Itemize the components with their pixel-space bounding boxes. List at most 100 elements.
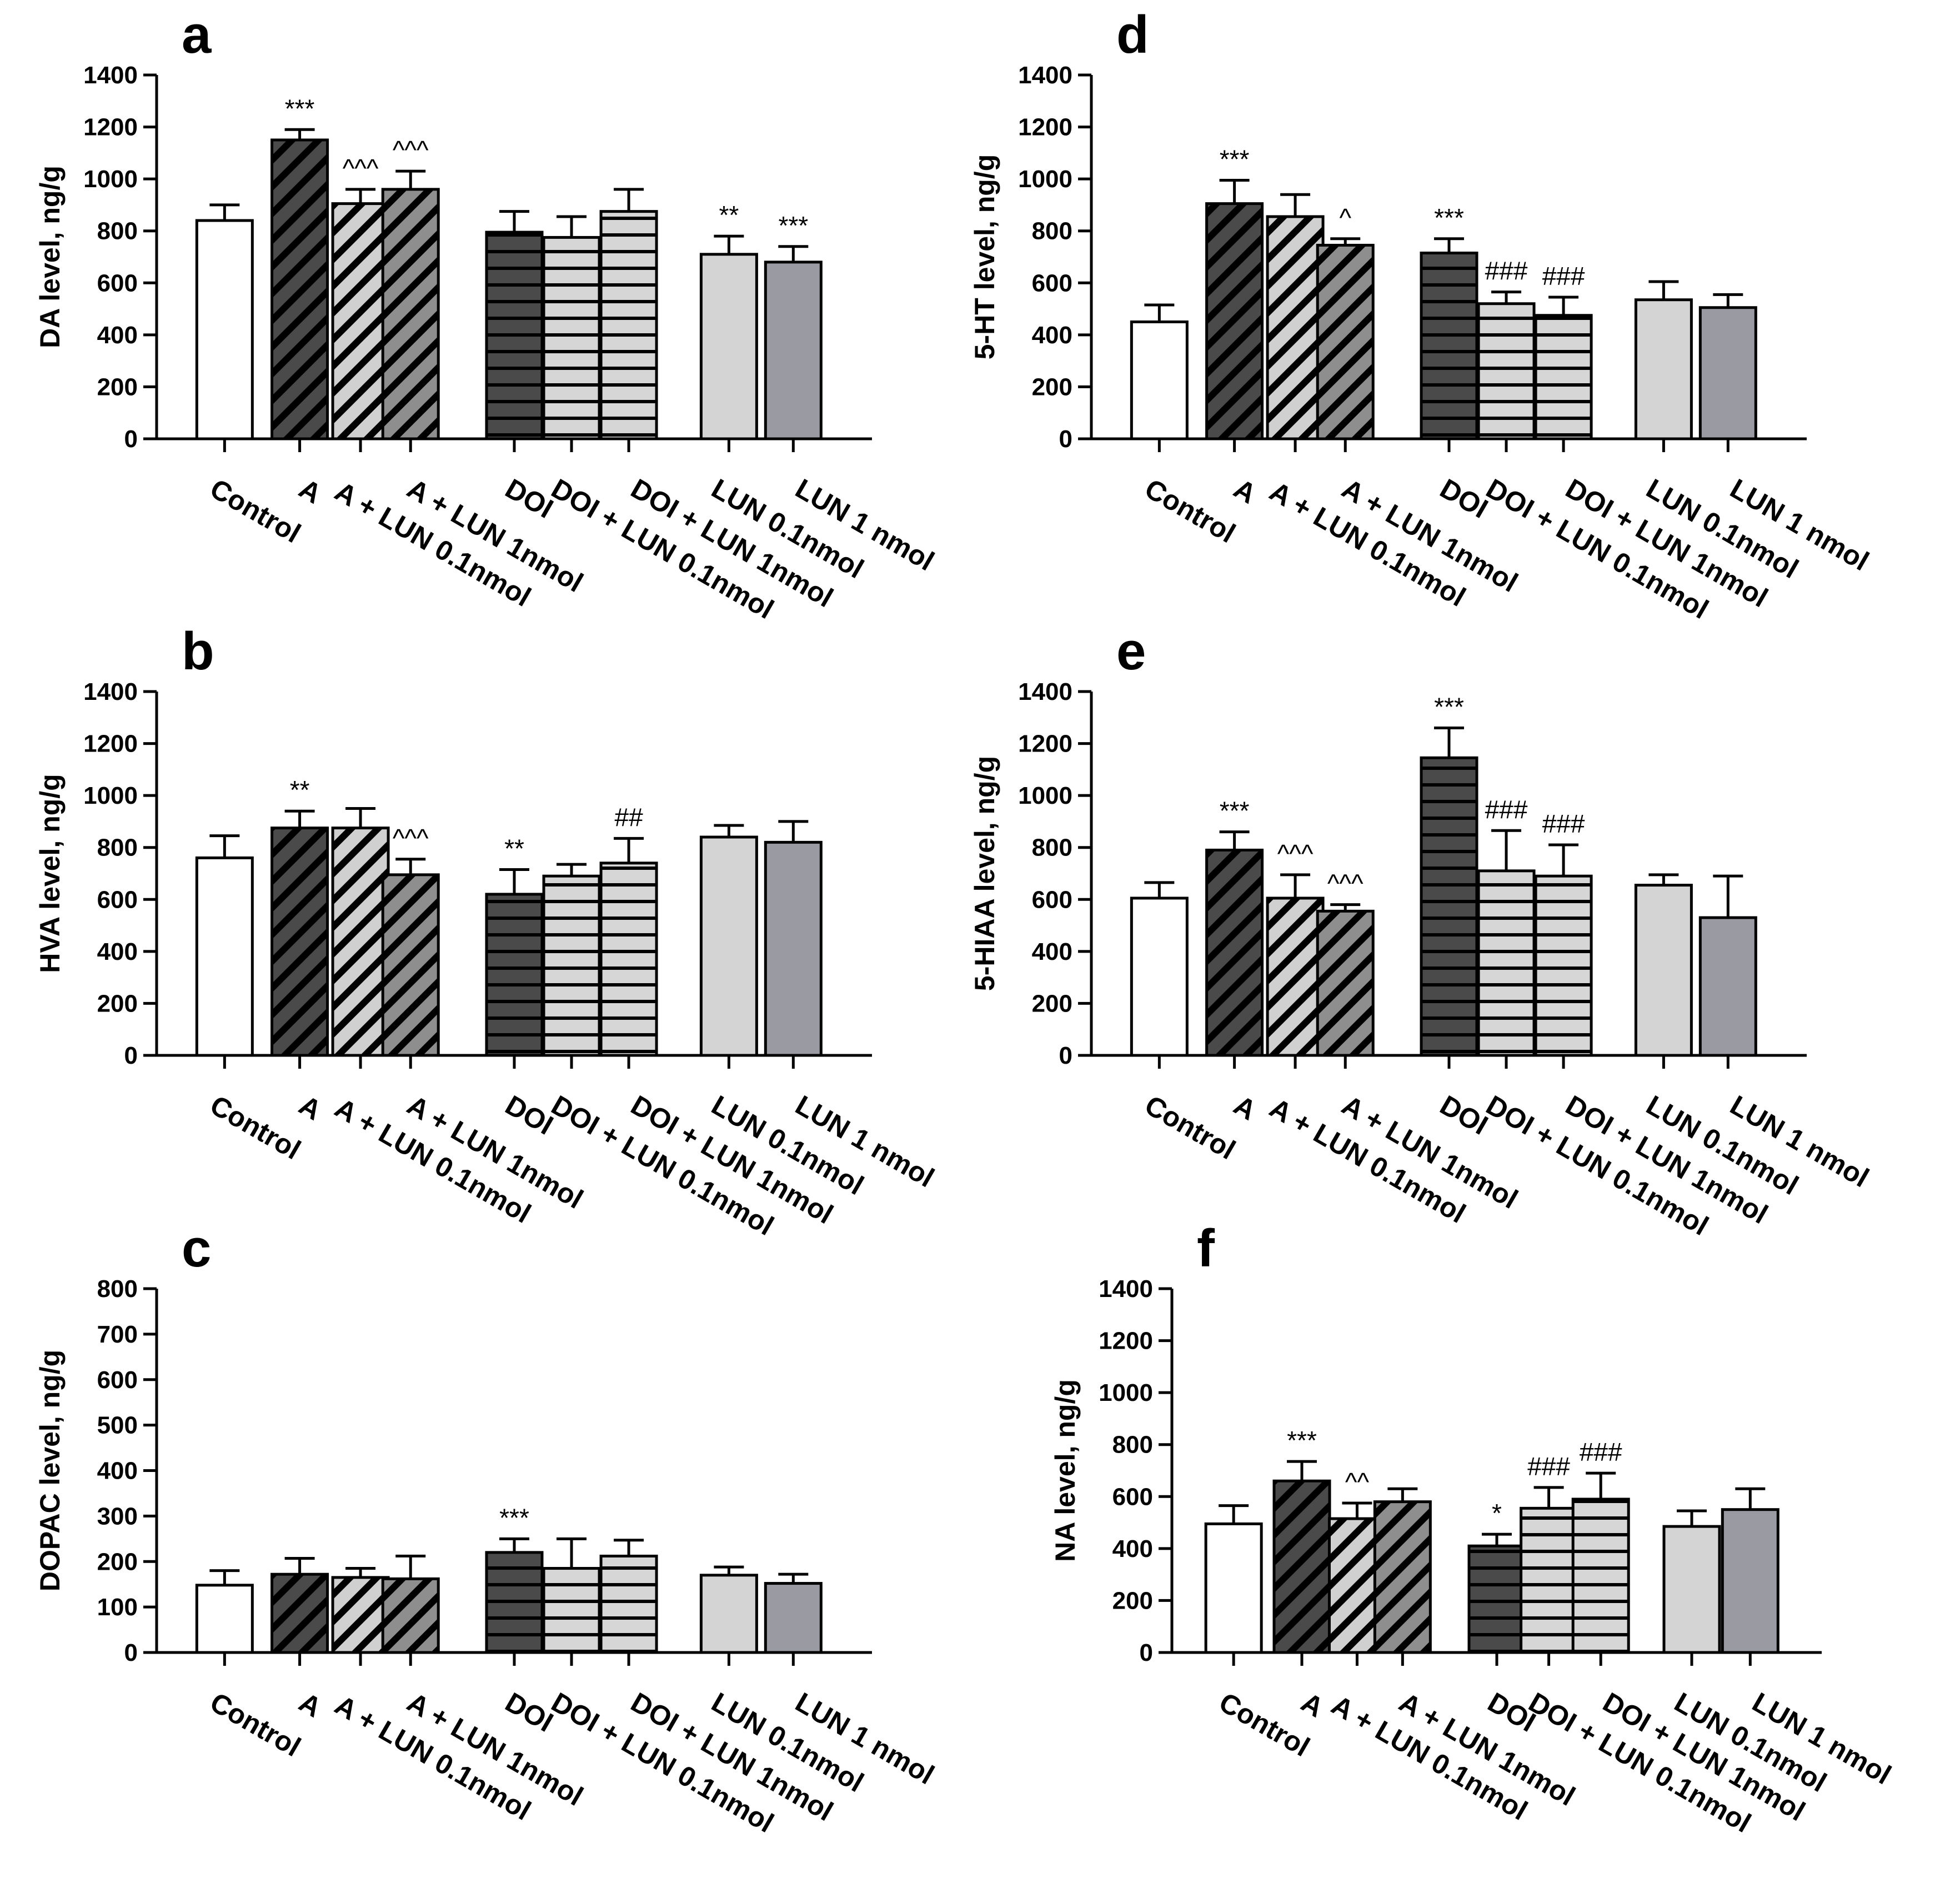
y-tick-label: 200 <box>97 373 138 400</box>
bar-d-6 <box>1534 314 1593 440</box>
bar-c-0 <box>195 1584 254 1654</box>
y-tick-label: 200 <box>1112 1587 1153 1614</box>
y-tick-label: 1400 <box>1099 1275 1153 1303</box>
y-tick-label: 400 <box>97 1458 138 1485</box>
bar-f-6 <box>1571 1498 1630 1654</box>
y-tick-label: 1200 <box>1018 114 1072 141</box>
y-tick-label: 800 <box>97 1275 138 1303</box>
y-tick-label: 1000 <box>1018 782 1072 809</box>
significance-label: ^^^ <box>343 154 379 183</box>
bar-c-2 <box>331 1576 390 1654</box>
y-tick-label: 400 <box>1112 1535 1153 1563</box>
y-tick-label: 800 <box>1032 834 1072 862</box>
y-tick-label: 0 <box>1140 1639 1153 1666</box>
bar-c-5 <box>542 1567 601 1654</box>
bar-a-8 <box>764 261 823 440</box>
y-tick-label: 200 <box>97 1548 138 1575</box>
x-category-label: A <box>1229 1089 1261 1126</box>
significance-label: ## <box>614 803 643 832</box>
significance-label: ^ <box>1339 203 1351 232</box>
bar-e-3 <box>1316 909 1375 1057</box>
bar-d-7 <box>1634 298 1693 440</box>
significance-label: *** <box>1434 203 1464 232</box>
y-tick-label: 800 <box>1112 1431 1153 1459</box>
bar-c-3 <box>381 1577 440 1654</box>
bar-a-7 <box>699 253 758 440</box>
bar-f-1 <box>1272 1479 1331 1654</box>
y-tick-label: 200 <box>1032 990 1072 1017</box>
y-tick-label: 400 <box>1032 322 1072 349</box>
bar-d-2 <box>1266 215 1325 440</box>
chart-panel-e: e 0 200 400 600 800 1000 1200 1400 5-HIAA level, … <box>969 622 1874 1241</box>
bar-c-6 <box>599 1554 658 1654</box>
significance-label: ^^^ <box>1277 839 1314 868</box>
bar-b-5 <box>542 874 601 1057</box>
significance-label: ** <box>290 775 310 804</box>
y-tick-label: 200 <box>97 990 138 1017</box>
bar-f-8 <box>1721 1508 1779 1654</box>
significance-label: ** <box>504 834 524 863</box>
x-category-label: A <box>1296 1686 1329 1724</box>
y-tick-label: 1000 <box>83 166 138 193</box>
significance-label: ^^^ <box>1327 869 1364 898</box>
significance-label: ** <box>719 201 739 229</box>
y-tick-label: 1000 <box>1018 166 1072 193</box>
bar-c-8 <box>764 1582 823 1654</box>
y-tick-label: 1400 <box>1018 62 1072 89</box>
x-category-label: Control <box>205 473 306 549</box>
panel-letter: f <box>1197 1219 1215 1278</box>
y-axis-label: DA level, ng/g <box>34 166 66 348</box>
significance-label: *** <box>1220 797 1250 825</box>
y-tick-label: 1400 <box>83 62 138 89</box>
significance-label: *** <box>1434 693 1464 722</box>
y-axis-label: DOPAC level, ng/g <box>34 1350 66 1591</box>
y-tick-label: 600 <box>97 269 138 297</box>
bar-c-7 <box>699 1574 758 1654</box>
y-axis-label: NA level, ng/g <box>1050 1379 1081 1562</box>
y-tick-label: 1200 <box>83 114 138 141</box>
chart-panel-a: a 0 200 400 600 800 1000 1200 1400 DA level, ng/g… <box>34 5 939 625</box>
x-category-label: Control <box>205 1089 306 1165</box>
bar-f-4 <box>1467 1544 1526 1654</box>
chart-panel-b: b 0 200 400 600 800 1000 1200 1400 HVA level, ng/… <box>34 622 939 1241</box>
y-axis-label: 5-HIAA level, ng/g <box>969 756 1000 991</box>
bar-c-4 <box>485 1551 544 1654</box>
bar-f-7 <box>1662 1525 1721 1654</box>
y-tick-label: 0 <box>124 425 138 453</box>
bar-f-0 <box>1204 1522 1263 1654</box>
x-category-label: Control <box>1140 1089 1241 1165</box>
y-tick-label: 1000 <box>83 782 138 809</box>
bar-d-3 <box>1316 243 1375 440</box>
bar-d-0 <box>1130 320 1189 440</box>
bar-a-4 <box>485 231 544 440</box>
significance-label: ### <box>1542 809 1585 838</box>
y-tick-label: 0 <box>124 1042 138 1069</box>
x-category-label: A <box>294 1089 327 1126</box>
panel-letter: e <box>1116 622 1146 681</box>
bar-e-0 <box>1130 897 1189 1057</box>
y-tick-label: 1400 <box>83 678 138 705</box>
x-category-label: A <box>294 1686 327 1724</box>
y-tick-label: 400 <box>97 938 138 965</box>
bar-a-0 <box>195 219 254 440</box>
x-category-label: Control <box>1214 1686 1315 1762</box>
y-tick-label: 800 <box>97 218 138 245</box>
bar-b-7 <box>699 835 758 1057</box>
significance-label: *** <box>778 211 808 240</box>
significance-label: ### <box>1485 795 1528 824</box>
bar-c-1 <box>270 1572 329 1654</box>
bar-e-5 <box>1477 869 1536 1057</box>
bar-a-6 <box>599 210 658 440</box>
y-tick-label: 500 <box>97 1412 138 1439</box>
y-tick-label: 100 <box>97 1594 138 1621</box>
bar-a-2 <box>331 202 390 440</box>
bar-e-7 <box>1634 884 1693 1057</box>
bar-e-1 <box>1205 848 1264 1057</box>
bar-b-3 <box>381 873 440 1057</box>
x-category-label: Control <box>1140 473 1241 549</box>
chart-panel-d: d 0 200 400 600 800 1000 1200 1400 5-HT level, ng… <box>969 5 1874 625</box>
y-axis-label: 5-HT level, ng/g <box>969 154 1000 360</box>
y-tick-label: 800 <box>97 834 138 862</box>
panel-letter: c <box>182 1219 211 1278</box>
chart-panel-c: c 0 100 200 300 400 500 600 700 800 DOPAC level, n… <box>34 1219 939 1839</box>
